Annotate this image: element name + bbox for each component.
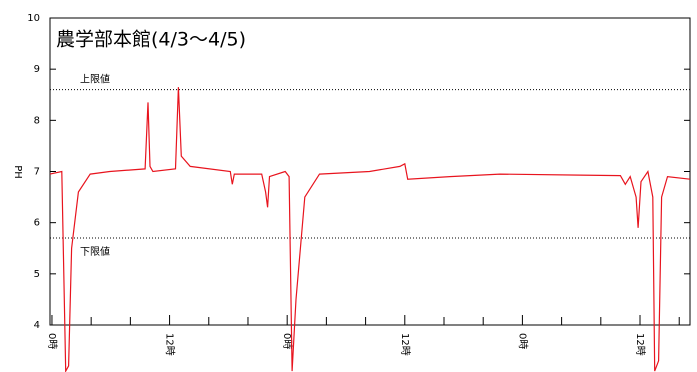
x-tick-label: 12時	[399, 333, 411, 356]
y-tick-label: 4	[34, 320, 40, 331]
y-tick-label: 10	[27, 13, 40, 24]
x-tick-label: 12時	[634, 333, 646, 356]
x-tick-label: 12時	[164, 333, 176, 356]
y-tick-label: 5	[34, 269, 40, 280]
x-tick-label: 0時	[281, 333, 293, 349]
limit-label: 上限値	[80, 73, 110, 86]
y-tick-label: 7	[34, 167, 40, 178]
data-line	[49, 87, 691, 372]
x-tick-label: 0時	[46, 333, 58, 349]
x-tick-label: 0時	[516, 333, 528, 349]
limit-label: 下限値	[80, 245, 110, 258]
y-tick-label: 8	[34, 115, 40, 126]
y-tick-label: 9	[34, 64, 40, 75]
title-box	[52, 20, 272, 56]
chart-title: 農学部本館(4/3〜4/5)	[56, 29, 246, 51]
y-tick-label: 6	[34, 218, 40, 229]
y-axis-label: PH	[12, 165, 23, 179]
